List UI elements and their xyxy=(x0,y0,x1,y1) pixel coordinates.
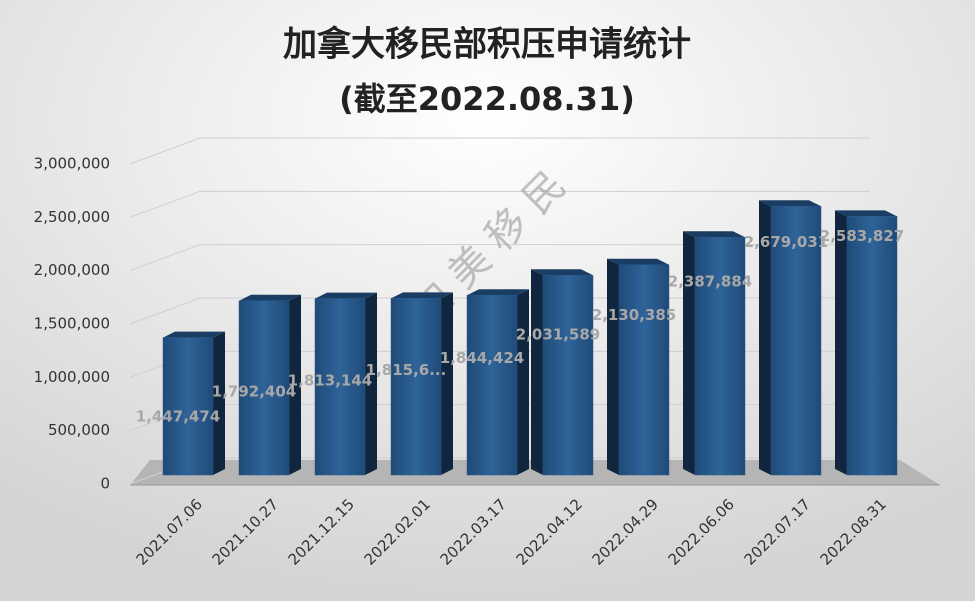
data-label: 1,844,424 xyxy=(440,349,524,367)
data-label: 1,447,474 xyxy=(136,407,220,425)
bar-group xyxy=(162,331,225,476)
y-tick-label: 0 xyxy=(100,475,110,493)
data-label: 2,031,589 xyxy=(516,325,600,343)
bar xyxy=(694,237,746,476)
bar-top xyxy=(607,258,669,265)
bar-side xyxy=(441,292,453,475)
bar xyxy=(466,295,518,476)
bar-top xyxy=(163,331,225,338)
bar-side xyxy=(289,294,301,475)
bar-group xyxy=(531,269,594,476)
bar-group xyxy=(238,294,301,476)
chart-subtitle: (截至2022.08.31) xyxy=(339,80,635,118)
bar xyxy=(238,300,290,476)
bar-side xyxy=(365,292,377,475)
bar xyxy=(618,264,670,476)
data-label: 2,679,031 xyxy=(744,233,828,251)
bar xyxy=(542,275,594,476)
chart-title: 加拿大移民部积压申请统计 xyxy=(283,25,691,65)
data-label: 2,583,827 xyxy=(820,227,904,245)
y-tick-label: 2,500,000 xyxy=(34,208,110,226)
data-label: 1,813,144 xyxy=(288,371,372,389)
grid-line xyxy=(129,244,870,272)
bar-group xyxy=(466,289,529,476)
bar-group xyxy=(683,231,746,476)
bar-top xyxy=(315,292,377,299)
data-label: 1,815,6... xyxy=(366,361,447,379)
bar-group xyxy=(607,258,670,476)
bar-group xyxy=(759,200,822,476)
data-label: 1,792,404 xyxy=(212,383,296,401)
bar xyxy=(846,216,898,476)
y-tick-label: 2,000,000 xyxy=(34,261,110,279)
grid-line xyxy=(129,137,870,165)
bar-group xyxy=(314,292,377,476)
bar-top xyxy=(531,269,593,276)
bar-side xyxy=(531,269,543,475)
bar xyxy=(390,298,442,476)
bar-top xyxy=(391,292,453,299)
bar-side xyxy=(517,289,529,475)
bar-top xyxy=(835,210,897,217)
bar-side xyxy=(607,258,619,475)
y-tick-label: 1,000,000 xyxy=(34,368,110,386)
y-tick-label: 1,500,000 xyxy=(34,315,110,333)
bar-top xyxy=(683,231,745,238)
bar xyxy=(162,337,214,476)
bar-top xyxy=(759,200,821,207)
data-label: 2,387,884 xyxy=(668,273,752,291)
bar xyxy=(770,205,822,476)
bar-side xyxy=(213,331,225,475)
bar-top xyxy=(239,294,301,301)
bar-group xyxy=(390,292,453,476)
y-tick-label: 3,000,000 xyxy=(34,155,110,173)
bar-top xyxy=(467,289,529,296)
bar-side xyxy=(759,200,771,475)
bar-side xyxy=(683,231,695,475)
data-label: 2,130,385 xyxy=(592,306,676,324)
bar xyxy=(314,298,366,476)
bar-side xyxy=(835,210,847,475)
y-tick-label: 500,000 xyxy=(48,421,110,439)
bar-group xyxy=(835,210,898,476)
grid-line xyxy=(129,190,870,218)
